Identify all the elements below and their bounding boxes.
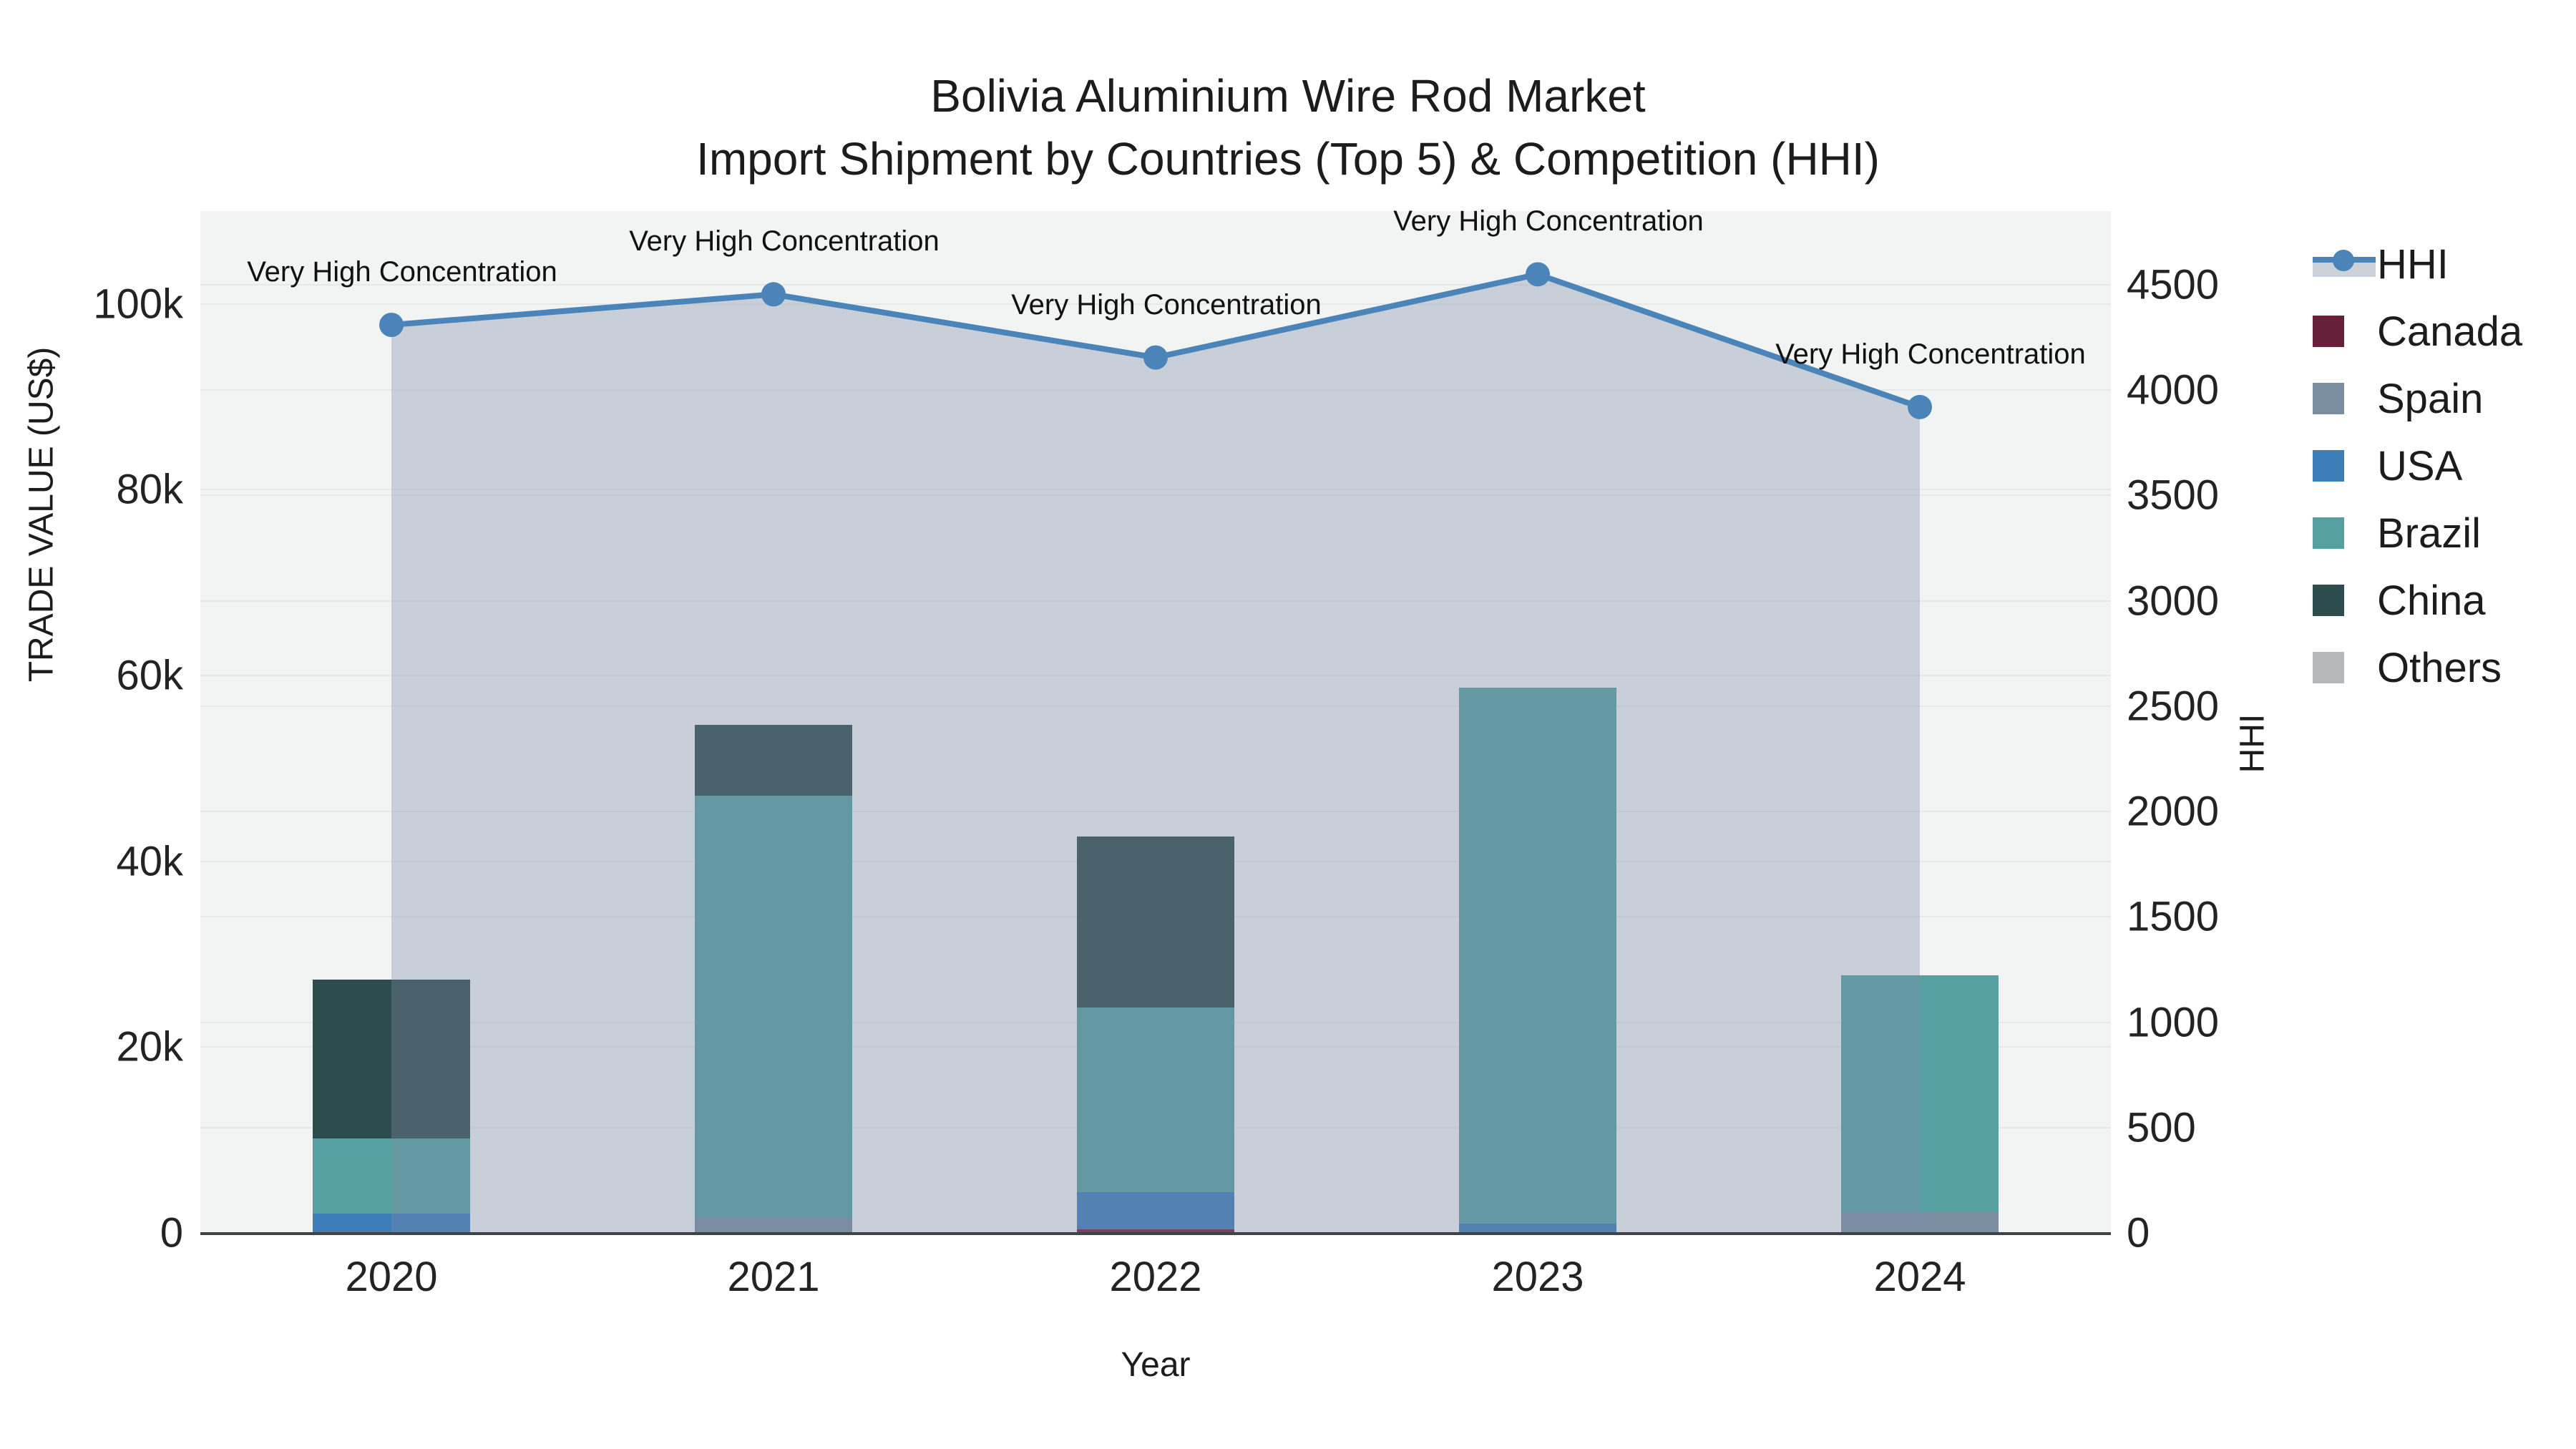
- canada-swatch-icon: [2313, 316, 2344, 347]
- legend-label-usa: USA: [2377, 442, 2463, 489]
- legend-label-others: Others: [2377, 644, 2502, 691]
- y-right-tick-1000: 1000: [2127, 999, 2220, 1046]
- annotation-2024: Very High Concentration: [1775, 338, 2086, 370]
- y-right-tick-4000: 4000: [2127, 366, 2220, 414]
- annotation-2021: Very High Concentration: [629, 225, 940, 258]
- y-axis-right-title: HHI: [2233, 713, 2272, 774]
- gridline-right-2500: [200, 705, 2111, 707]
- bar-2022-usa[interactable]: [1077, 1191, 1234, 1233]
- gridline-left-100000: [200, 303, 2111, 305]
- hhi-point-2020[interactable]: [379, 312, 404, 337]
- legend-item-usa[interactable]: USA: [2313, 432, 2522, 499]
- y-right-tick-4500: 4500: [2127, 261, 2220, 308]
- bar-2024-spain[interactable]: [1841, 1212, 1999, 1233]
- brazil-swatch-icon: [2313, 517, 2344, 549]
- legend: HHI Canada Spain USA Brazil China Others: [2313, 230, 2522, 701]
- bar-2021-brazil[interactable]: [695, 795, 852, 1233]
- usa-swatch-icon: [2313, 450, 2344, 482]
- legend-item-china[interactable]: China: [2313, 567, 2522, 634]
- bar-2021-spain[interactable]: [695, 1218, 852, 1233]
- x-tick-2024: 2024: [1873, 1254, 1966, 1300]
- gridline-left-60000: [200, 675, 2111, 677]
- y-right-tick-2500: 2500: [2127, 683, 2220, 730]
- gridline-right-3500: [200, 494, 2111, 497]
- x-tick-2022: 2022: [1109, 1254, 1202, 1300]
- y-left-tick-60k: 60k: [116, 652, 183, 699]
- bar-2020-usa[interactable]: [313, 1213, 470, 1233]
- annotation-2022: Very High Concentration: [1011, 288, 1322, 321]
- others-swatch-icon: [2313, 652, 2344, 683]
- bar-2023-usa[interactable]: [1459, 1224, 1616, 1233]
- y-right-tick-3500: 3500: [2127, 472, 2220, 519]
- hhi-point-2024[interactable]: [1908, 394, 1932, 419]
- spain-swatch-icon: [2313, 383, 2344, 414]
- y-left-tick-100k: 100k: [93, 280, 183, 328]
- x-axis-title: Year: [1121, 1346, 1191, 1384]
- gridline-right-3000: [200, 600, 2111, 602]
- y-right-tick-500: 500: [2127, 1104, 2196, 1151]
- x-tick-2020: 2020: [345, 1254, 438, 1300]
- chart-title-line2: Import Shipment by Countries (Top 5) & C…: [696, 133, 1880, 185]
- gridline-right-2000: [200, 811, 2111, 813]
- hhi-point-2022[interactable]: [1143, 345, 1168, 370]
- y-right-tick-3000: 3000: [2127, 577, 2220, 625]
- hhi-area-fill: [391, 274, 1920, 1234]
- y-left-tick-80k: 80k: [116, 466, 183, 513]
- hhi-line-icon: [2313, 248, 2376, 280]
- annotation-2023: Very High Concentration: [1393, 205, 1704, 238]
- legend-label-spain: Spain: [2377, 375, 2484, 422]
- bar-2024-brazil[interactable]: [1841, 975, 1999, 1233]
- hhi-point-2023[interactable]: [1526, 262, 1550, 287]
- legend-item-canada[interactable]: Canada: [2313, 298, 2522, 365]
- y-left-tick-40k: 40k: [116, 838, 183, 885]
- x-tick-2021: 2021: [727, 1254, 820, 1300]
- china-swatch-icon: [2313, 585, 2344, 616]
- legend-label-hhi: HHI: [2377, 240, 2449, 288]
- y-right-tick-0: 0: [2127, 1209, 2150, 1257]
- y-left-tick-20k: 20k: [116, 1023, 183, 1070]
- bar-2022-canada[interactable]: [1077, 1229, 1234, 1233]
- gridline-left-80000: [200, 489, 2111, 491]
- hhi-point-2021[interactable]: [761, 282, 786, 307]
- legend-item-spain[interactable]: Spain: [2313, 365, 2522, 432]
- legend-label-brazil: Brazil: [2377, 509, 2482, 557]
- legend-item-others[interactable]: Others: [2313, 634, 2522, 701]
- bar-2023-brazil[interactable]: [1459, 687, 1616, 1233]
- legend-label-china: China: [2377, 577, 2486, 624]
- x-tick-2023: 2023: [1491, 1254, 1584, 1300]
- y-left-tick-0: 0: [160, 1209, 183, 1257]
- y-right-tick-1500: 1500: [2127, 893, 2220, 940]
- gridline-right-4500: [200, 284, 2111, 286]
- legend-item-hhi[interactable]: HHI: [2313, 230, 2522, 298]
- x-axis-line: [200, 1232, 2111, 1235]
- annotation-2020: Very High Concentration: [247, 255, 557, 288]
- legend-label-canada: Canada: [2377, 308, 2523, 355]
- chart-title-line1: Bolivia Aluminium Wire Rod Market: [930, 70, 1646, 122]
- gridline-right-4000: [200, 389, 2111, 391]
- legend-item-brazil[interactable]: Brazil: [2313, 499, 2522, 567]
- y-right-tick-2000: 2000: [2127, 788, 2220, 835]
- chart-title: Bolivia Aluminium Wire Rod Market Import…: [558, 64, 2018, 190]
- y-axis-left-title: TRADE VALUE (US$): [22, 346, 61, 683]
